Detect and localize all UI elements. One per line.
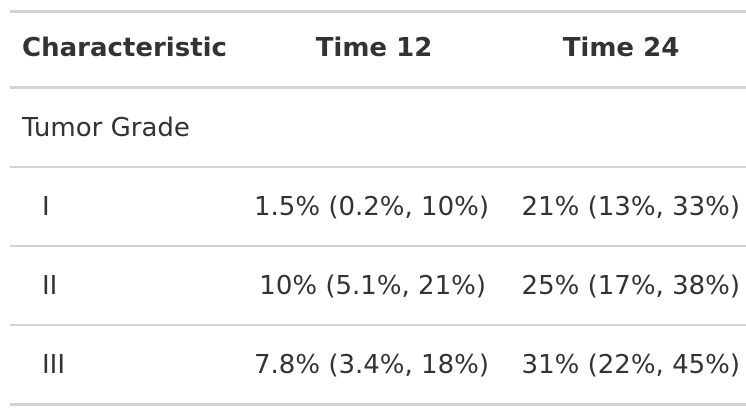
cell-time-12: 10% (5.1%, 21%) (259, 270, 486, 301)
table-row: I 1.5% (0.2%, 10%) 21% (13%, 33%) (10, 167, 746, 246)
row-label: III (42, 349, 66, 380)
group-label: Tumor Grade (22, 112, 190, 143)
table-row: III 7.8% (3.4%, 18%) 31% (22%, 45%) (10, 325, 746, 405)
header-row: Characteristic Time 12 Time 24 (10, 11, 746, 88)
table-header: Characteristic Time 12 Time 24 (10, 11, 746, 88)
summary-table-container: Characteristic Time 12 Time 24 Tumor Gra… (10, 10, 746, 406)
group-row-tumor-grade: Tumor Grade (10, 88, 746, 168)
cell-time-12: 7.8% (3.4%, 18%) (254, 349, 489, 380)
row-label: II (42, 270, 58, 301)
cell-time-12: 1.5% (0.2%, 10%) (254, 191, 489, 222)
table-row: II 10% (5.1%, 21%) 25% (17%, 38%) (10, 246, 746, 325)
group-empty-cell (494, 88, 746, 168)
cell-time-24: 31% (22%, 45%) (521, 349, 740, 380)
row-label: I (42, 191, 50, 222)
summary-table: Characteristic Time 12 Time 24 Tumor Gra… (10, 10, 746, 406)
header-time-24: Time 24 (562, 32, 680, 63)
table-body: Tumor Grade I 1.5% (0.2%, 10%) 21% (13%,… (10, 88, 746, 405)
header-characteristic: Characteristic (22, 32, 227, 63)
header-time-12: Time 12 (315, 32, 433, 63)
cell-time-24: 21% (13%, 33%) (521, 191, 740, 222)
cell-time-24: 25% (17%, 38%) (521, 270, 740, 301)
group-empty-cell (254, 88, 494, 168)
